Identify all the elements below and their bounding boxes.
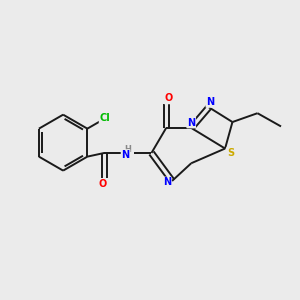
- Text: H: H: [124, 145, 131, 154]
- Text: S: S: [227, 148, 234, 158]
- Text: O: O: [164, 94, 173, 103]
- Text: N: N: [122, 150, 130, 160]
- Text: O: O: [99, 179, 107, 190]
- Text: N: N: [187, 118, 195, 128]
- Text: N: N: [163, 177, 171, 188]
- Text: N: N: [206, 97, 214, 107]
- Text: Cl: Cl: [100, 113, 110, 123]
